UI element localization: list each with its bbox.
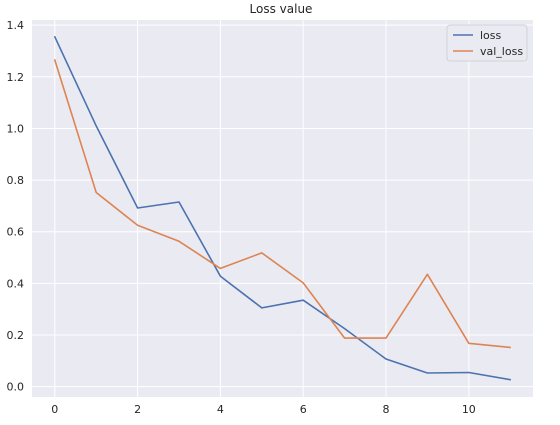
x-tick-label: 4	[217, 403, 224, 416]
y-tick-label: 0.4	[7, 277, 25, 290]
series-line-val-loss	[53, 59, 512, 349]
tick-labels: 0 2 4 6 8 10 0.0 0.2 0.4 0.6 0.8 1.0 1.2 1.4	[7, 19, 476, 416]
x-tick-label: 8	[383, 403, 390, 416]
chart-title: Loss value	[250, 2, 313, 16]
y-tick-label: 1.4	[7, 19, 25, 32]
y-tick-label: 1.0	[7, 122, 25, 135]
x-tick-label: 0	[51, 403, 58, 416]
legend-box	[446, 24, 528, 62]
y-tick-label: 0.8	[7, 174, 25, 187]
y-tick-label: 1.2	[7, 71, 25, 84]
grid	[32, 20, 533, 397]
y-tick-label: 0.6	[7, 226, 25, 239]
x-tick-label: 2	[134, 403, 141, 416]
legend: loss val_loss	[446, 24, 528, 62]
legend-label-val-loss: val_loss	[480, 45, 523, 58]
legend-label-loss: loss	[480, 29, 502, 42]
x-tick-label: 10	[462, 403, 476, 416]
series-lines	[53, 35, 512, 381]
y-tick-label: 0.0	[7, 381, 25, 394]
y-tick-label: 0.2	[7, 329, 25, 342]
series-line-loss	[53, 35, 512, 381]
x-tick-label: 6	[300, 403, 307, 416]
